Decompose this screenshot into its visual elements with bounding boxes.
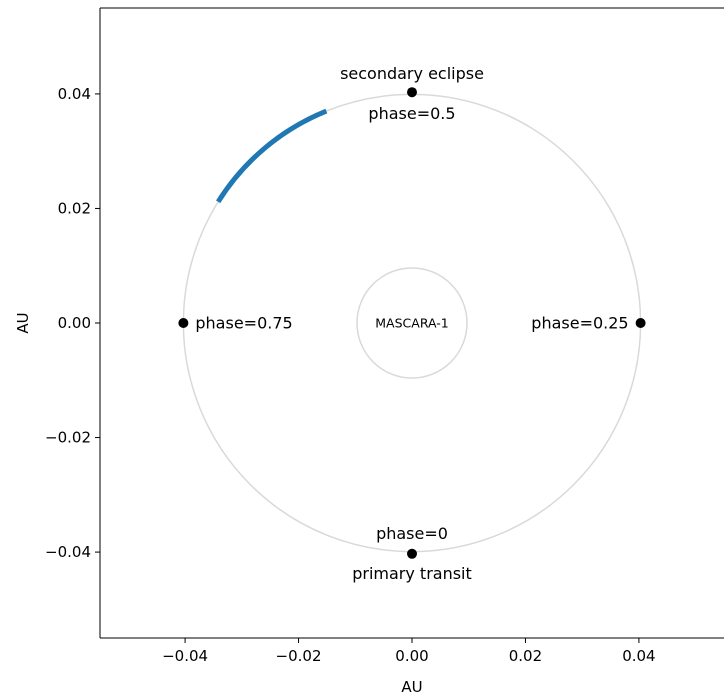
star-label: MASCARA-1 [375,316,448,331]
y-tick-label: 0.04 [58,85,91,103]
phase-label: phase=0.75 [195,314,292,333]
y-tick-label: 0.00 [58,314,91,332]
x-tick-label: 0.00 [395,647,428,665]
y-axis-ticks: −0.04 −0.02 0.00 0.02 0.04 [45,85,100,561]
highlight-arc [216,108,328,204]
plot-area: MASCARA-1 phase=0 primary transit phase=0.2… [178,64,646,583]
phase-sublabel: secondary eclipse [340,64,484,83]
x-tick-label: −0.04 [162,647,208,665]
x-tick-label: −0.02 [276,647,322,665]
x-tick-label: 0.04 [622,647,655,665]
phase-sublabel: primary transit [352,564,472,583]
phase-point [407,548,417,559]
phase-label: phase=0 [376,524,448,543]
star-circle [356,267,468,379]
phase-point [178,318,189,328]
phase-point [635,318,646,328]
x-tick-label: 0.02 [509,647,542,665]
y-axis-label: AU [14,312,32,333]
phase-point [407,87,417,98]
y-tick-label: −0.02 [45,429,91,447]
phase-label: phase=0.5 [368,104,455,123]
x-axis-label: AU [401,678,422,696]
x-axis-ticks: −0.04 −0.02 0.00 0.02 0.04 [162,638,656,665]
y-tick-label: 0.02 [58,199,91,217]
phase-label: phase=0.25 [531,314,628,333]
y-tick-label: −0.04 [45,543,91,561]
